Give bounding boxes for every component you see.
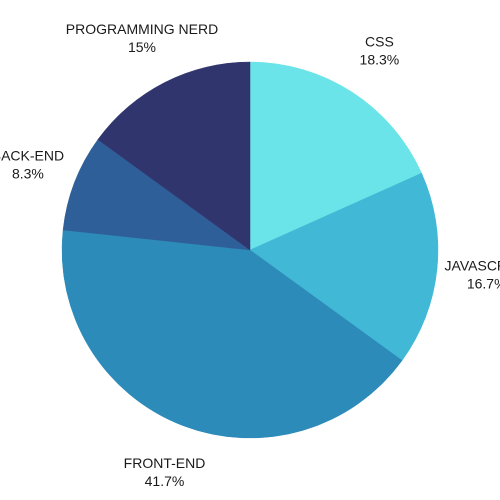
pie-slice-programming-nerd [97,61,251,251]
slice-name-back-end: BACK-END [0,148,64,164]
slice-percent-front-end: 41.7% [145,473,185,489]
slice-label-javascript: JAVASCRIPT 16.7% [445,258,500,292]
slice-percent-programming-nerd: 15% [128,39,156,55]
slice-name-javascript: JAVASCRIPT [445,258,500,274]
slice-name-front-end: FRONT-END [124,455,206,471]
slice-percent-back-end: 8.3% [12,166,44,182]
slice-label-css: CSS 18.3% [360,33,400,67]
slice-name-programming-nerd: PROGRAMMING NERD [66,21,218,37]
slice-name-css: CSS [365,33,394,49]
pie-slice-css [249,61,422,251]
pie-slice-front-end [61,229,403,439]
slice-percent-javascript: 16.7% [467,276,500,292]
slice-percent-css: 18.3% [360,51,400,67]
slice-label-front-end: FRONT-END 41.7% [124,455,206,489]
slice-label-back-end: BACK-END 8.3% [0,148,64,182]
pie-slice-javascript [249,172,439,361]
slice-label-programming-nerd: PROGRAMMING NERD 15% [66,21,218,55]
pie-slice-back-end [62,139,251,251]
